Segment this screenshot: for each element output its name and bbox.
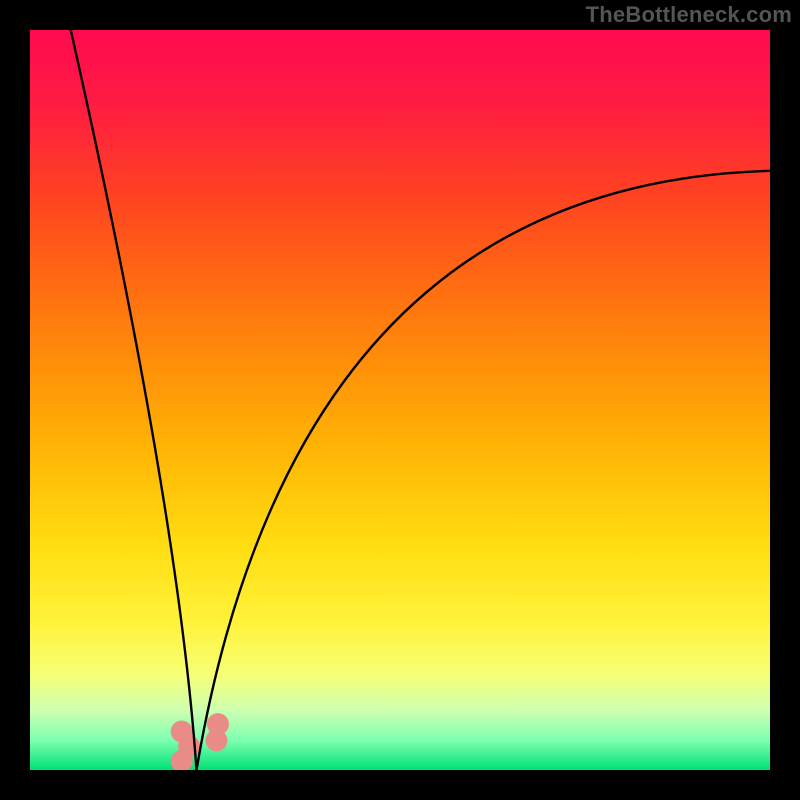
bottleneck-figure: TheBottleneck.com (0, 0, 800, 800)
highlight-dot-left-2 (171, 721, 193, 743)
plot-background (30, 30, 770, 770)
highlight-dot-right-1 (207, 713, 229, 735)
chart-svg (0, 0, 800, 800)
